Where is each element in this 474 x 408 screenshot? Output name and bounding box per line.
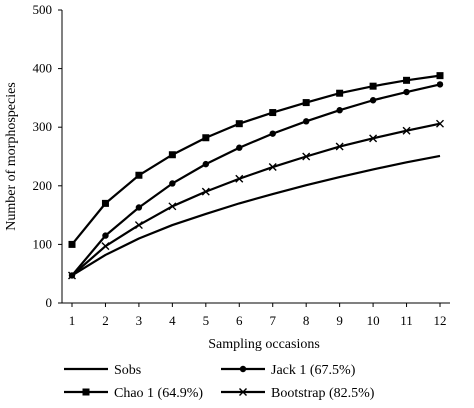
y-tick-label: 100 — [33, 236, 53, 251]
legend: Sobs Jack 1 (67.5%) Chao 1 (64.9%) Bootstra… — [64, 363, 375, 401]
data-point — [269, 109, 277, 117]
y-tick-label: 400 — [33, 61, 53, 76]
series-jack — [68, 81, 444, 279]
x-ticks: 1 2 3 4 5 6 7 8 9 10 11 12 — [69, 303, 447, 328]
x-tick-label: 2 — [102, 313, 109, 328]
data-point — [135, 204, 143, 211]
x-tick-label: 8 — [303, 313, 310, 328]
marker-stroke — [335, 142, 344, 151]
data-point — [436, 72, 444, 80]
legend-label: Sobs — [114, 363, 141, 378]
data-point — [269, 130, 276, 137]
data-point — [436, 81, 444, 88]
series-bootstrap — [68, 119, 444, 280]
data-point — [302, 99, 310, 107]
data-point — [202, 160, 210, 168]
marker-stroke — [268, 163, 277, 172]
marker-stroke — [302, 152, 311, 161]
marker-stroke — [402, 126, 411, 135]
series-line — [71, 74, 441, 246]
data-point — [369, 97, 377, 104]
x-tick-label: 5 — [203, 313, 210, 328]
series-sobs — [71, 154, 441, 277]
data-point — [239, 388, 247, 396]
marker-stroke — [68, 271, 76, 280]
data-point — [302, 118, 310, 125]
data-point — [101, 199, 109, 207]
marker-stroke — [168, 202, 177, 211]
marker-stroke — [369, 134, 378, 143]
data-point — [201, 187, 210, 196]
data-point — [82, 388, 90, 396]
y-tick-label: 300 — [33, 119, 53, 134]
x-tick-label: 9 — [336, 313, 343, 328]
data-point — [335, 142, 344, 151]
legend-item: Bootstrap (82.5%) — [221, 386, 375, 401]
marker-stroke — [201, 187, 210, 196]
series-line — [71, 154, 441, 277]
legend-label: Jack 1 (67.5%) — [271, 363, 356, 378]
y-tick-label: 0 — [46, 295, 53, 310]
x-tick-label: 10 — [367, 313, 380, 328]
data-point — [402, 126, 411, 135]
data-point — [239, 365, 247, 373]
data-point — [101, 242, 110, 251]
marker-stroke — [134, 221, 143, 230]
data-point — [369, 82, 377, 90]
series-chao — [68, 72, 444, 248]
series-line — [71, 83, 441, 277]
data-point — [236, 144, 243, 151]
data-point — [68, 271, 76, 280]
x-tick-label: 3 — [136, 313, 143, 328]
data-point — [336, 89, 344, 97]
marker-stroke — [436, 119, 444, 128]
y-tick-label: 200 — [33, 178, 53, 193]
data-point — [68, 240, 76, 248]
data-point — [169, 180, 176, 187]
data-point — [403, 88, 410, 96]
y-ticks: 0 100 200 300 400 500 — [33, 2, 62, 310]
x-tick-label: 11 — [400, 313, 413, 328]
x-tick-label: 12 — [434, 313, 447, 328]
legend-item: Jack 1 (67.5%) — [221, 363, 356, 378]
series-line — [71, 122, 441, 277]
data-point — [102, 232, 109, 239]
x-tick-label: 6 — [236, 313, 243, 328]
data-point — [135, 171, 143, 179]
legend-item: Sobs — [64, 363, 141, 378]
data-point — [235, 174, 244, 183]
x-tick-label: 7 — [269, 313, 276, 328]
data-point — [369, 134, 378, 143]
series-layer — [68, 72, 444, 280]
x-tick-label: 1 — [69, 313, 76, 328]
data-point — [268, 163, 277, 172]
marker-stroke — [239, 388, 247, 396]
x-tick-label: 4 — [169, 313, 176, 328]
y-tick-label: 500 — [33, 2, 53, 17]
marker-stroke — [235, 174, 244, 183]
data-point — [202, 134, 210, 142]
data-point — [336, 107, 343, 114]
data-point — [403, 76, 411, 84]
data-point — [134, 221, 143, 230]
data-point — [168, 151, 176, 159]
data-point — [436, 119, 444, 128]
legend-label: Bootstrap (82.5%) — [271, 386, 375, 401]
x-axis-title: Sampling occasions — [208, 337, 320, 352]
data-point — [235, 120, 243, 128]
y-axis-title: Number of morphospecies — [4, 82, 19, 231]
legend-item: Chao 1 (64.9%) — [64, 386, 203, 401]
data-point — [302, 152, 311, 161]
data-point — [168, 202, 177, 211]
legend-label: Chao 1 (64.9%) — [114, 386, 203, 401]
marker-stroke — [101, 242, 110, 251]
